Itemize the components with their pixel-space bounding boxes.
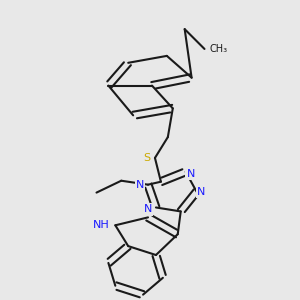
Text: CH₃: CH₃ bbox=[209, 44, 228, 54]
Text: N: N bbox=[144, 204, 152, 214]
Text: N: N bbox=[136, 180, 144, 190]
Text: N: N bbox=[197, 187, 206, 196]
Text: NH: NH bbox=[93, 220, 110, 230]
Text: S: S bbox=[143, 153, 151, 163]
Text: N: N bbox=[186, 169, 195, 179]
